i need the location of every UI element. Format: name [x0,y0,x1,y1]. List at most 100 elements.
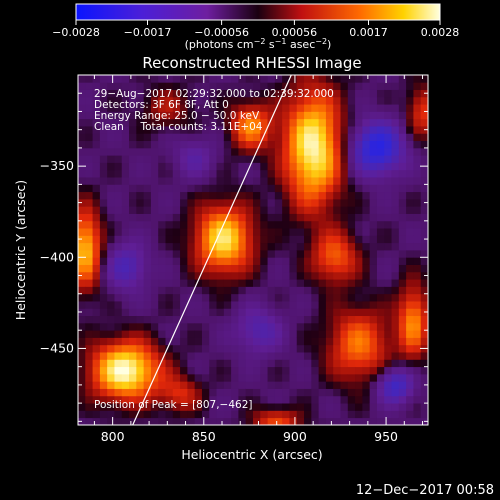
heatmap-cell [413,373,422,382]
heatmap-cell [376,359,385,368]
heatmap-cell [180,330,188,338]
heatmap-cell [238,330,247,338]
heatmap-cell [129,344,137,353]
heatmap-cell [245,403,254,411]
heatmap-cell [129,366,137,375]
heatmap-cell [304,381,312,389]
heatmap-cell [384,184,392,193]
heatmap-cell [362,213,371,222]
heatmap-cell [340,198,349,207]
heatmap-cell [99,410,108,419]
heatmap-cell [158,126,166,134]
heatmap-cell [136,337,145,346]
heatmap-cell [406,177,414,185]
heatmap-cell [172,417,181,425]
heatmap-cell [107,162,115,171]
heatmap-cell [201,330,210,338]
heatmap-cell [413,96,422,105]
heatmap-cell [231,410,239,419]
heatmap-cell [253,75,261,83]
heatmap-cell [311,228,320,236]
heatmap-cell [384,118,392,127]
heatmap-cell [274,220,283,229]
heatmap-cell [158,184,166,193]
heatmap-cell [355,271,363,280]
heatmap-cell [289,337,298,346]
heatmap-cell [282,279,290,287]
heatmap-cell [238,140,247,149]
heatmap-cell [340,388,349,397]
y-tick-label: −350 [40,158,74,173]
heatmap-cell [318,82,327,90]
heatmap-cell [223,220,232,229]
heatmap-cell [304,264,312,273]
heatmap-cell [311,301,320,309]
heatmap-cell [311,395,320,404]
heatmap-cell [398,104,407,112]
heatmap-cell [180,177,188,185]
heatmap-cell [223,315,232,324]
heatmap-cell [245,315,254,324]
heatmap-cell [333,308,341,317]
heatmap-cell [369,184,378,193]
heatmap-cell [209,366,217,375]
heatmap-cell [165,75,174,83]
heatmap-cell [216,330,225,338]
heatmap-cell [318,198,327,207]
heatmap-cell [289,82,298,90]
heatmap-cell [333,104,341,112]
heatmap-cell [78,395,86,404]
heatmap-cell [325,388,334,397]
heatmap-cell [158,198,166,207]
heatmap-cell [245,279,254,287]
heatmap-cell [296,279,305,287]
heatmap-cell [78,140,86,149]
heatmap-cell [384,198,392,207]
heatmap-cell [325,366,334,375]
heatmap-cell [369,381,378,389]
heatmap-cell [172,235,181,244]
x-tick-label: 950 [374,429,398,444]
heatmap-cell [260,228,268,236]
heatmap-cell [223,169,232,178]
heatmap-cell [413,366,422,375]
heatmap-cell [78,220,86,229]
heatmap-cell [311,373,320,382]
heatmap-cell [267,126,276,134]
heatmap-cell [369,235,378,244]
heatmap-cell [172,279,181,287]
heatmap-cell [172,410,181,419]
heatmap-cell [398,96,407,105]
heatmap-cell [260,213,268,222]
heatmap-cell [85,366,93,375]
heatmap-cell [369,373,378,382]
heatmap-cell [107,242,115,251]
heatmap-cell [296,206,305,214]
heatmap-cell [318,228,327,236]
heatmap-cell [180,250,188,258]
heatmap-cell [114,344,123,353]
heatmap-cell [376,271,385,280]
heatmap-cell [333,264,341,273]
heatmap-cell [413,206,422,214]
heatmap-cell [289,133,298,142]
heatmap-cell [187,155,196,163]
heatmap-cell [209,388,217,397]
heatmap-cell [201,337,210,346]
heatmap-cell [260,198,268,207]
heatmap-cell [245,264,254,273]
heatmap-cell [398,403,407,411]
heatmap-cell [85,147,93,156]
heatmap-cell [107,206,115,214]
heatmap-cell [267,111,276,120]
heatmap-cell [78,286,86,295]
heatmap-cell [289,140,298,149]
heatmap-cell [289,235,298,244]
heatmap-cell [260,75,268,83]
heatmap-cell [223,352,232,360]
heatmap-cell [282,191,290,200]
heatmap-cell [355,147,363,156]
heatmap-cell [296,96,305,105]
heatmap-cell [165,344,174,353]
heatmap-cell [165,140,174,149]
